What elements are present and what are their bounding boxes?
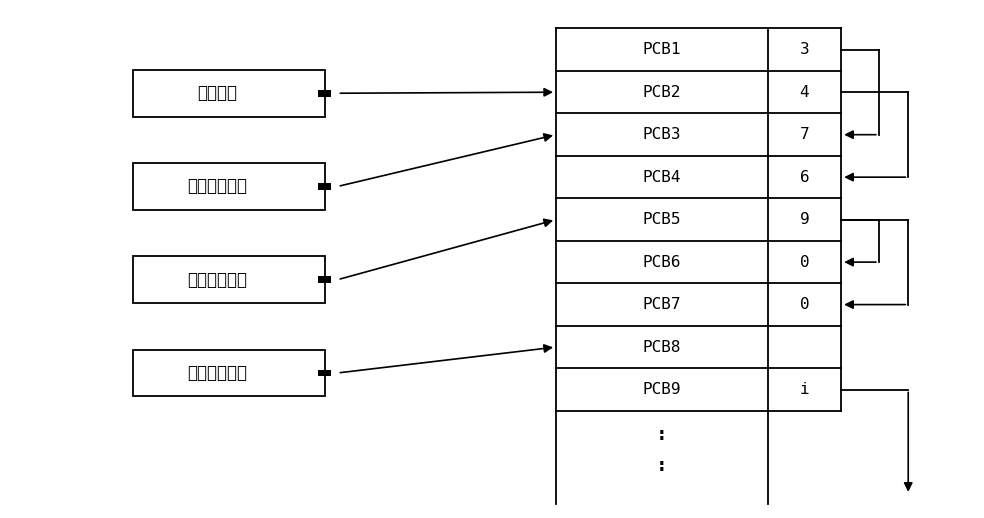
Text: 0: 0 [800, 255, 809, 269]
Text: PCB7: PCB7 [643, 297, 681, 312]
Text: 7: 7 [800, 127, 809, 142]
Text: 就绪队列指针: 就绪队列指针 [187, 178, 247, 195]
Bar [133, 163, 325, 210]
Text: 空闲队列指针: 空闲队列指针 [187, 364, 247, 382]
Text: :: : [656, 456, 667, 476]
Bar [319, 90, 331, 97]
Bar [133, 70, 325, 117]
Text: PCB3: PCB3 [643, 127, 681, 142]
Text: PCB4: PCB4 [643, 170, 681, 184]
Text: PCB2: PCB2 [643, 85, 681, 99]
Bar [133, 256, 325, 303]
Bar [319, 277, 331, 283]
Text: 4: 4 [800, 85, 809, 99]
Text: PCB5: PCB5 [643, 212, 681, 227]
Text: PCB9: PCB9 [643, 382, 681, 397]
Text: PCB1: PCB1 [643, 42, 681, 57]
Text: i: i [800, 382, 809, 397]
Bar [133, 350, 325, 396]
Text: 9: 9 [800, 212, 809, 227]
Text: 3: 3 [800, 42, 809, 57]
Text: 0: 0 [800, 297, 809, 312]
Bar [319, 183, 331, 190]
Text: PCB8: PCB8 [643, 340, 681, 354]
Text: PCB6: PCB6 [643, 255, 681, 269]
Text: 6: 6 [800, 170, 809, 184]
Bar [319, 370, 331, 376]
Text: :: : [656, 425, 667, 443]
Text: 执行指针: 执行指针 [197, 84, 237, 102]
Text: 阻塞队列指针: 阻塞队列指针 [187, 271, 247, 289]
